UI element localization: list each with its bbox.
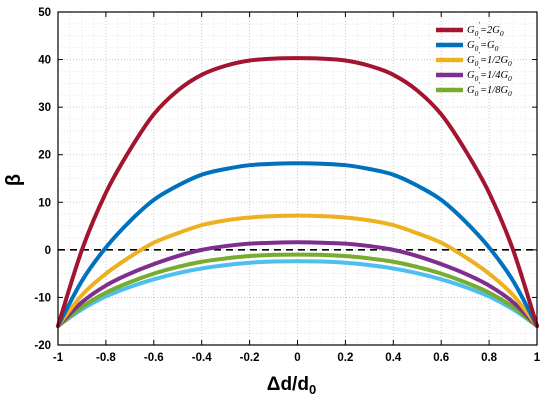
x-tick-label: -1	[53, 352, 64, 364]
series-line-4	[56, 252, 539, 328]
legend-label-2: G0'=1/2G0	[467, 50, 512, 68]
grid-lines	[57, 11, 538, 346]
x-tick-labels: -1 -0.8 -0.6 -0.4 -0.2 0 0.2 0.4 0.6 0.8 1	[53, 352, 541, 364]
series-line-0	[56, 56, 539, 328]
plot-frame	[57, 11, 538, 346]
y-tick-label: 30	[38, 102, 51, 114]
x-tick-label: 0.8	[481, 352, 498, 364]
y-tick-label: 10	[38, 197, 51, 209]
axis-ticks	[57, 11, 538, 346]
x-tick-label: 0.6	[433, 352, 449, 364]
series-lines	[56, 56, 539, 328]
legend-label-0: G0'=2G0	[467, 20, 504, 38]
y-tick-label: -20	[34, 340, 51, 352]
series-line-2	[56, 213, 539, 328]
legend-label-1: G0'=G0	[467, 35, 499, 53]
x-tick-label: -0.6	[144, 352, 164, 364]
x-tick-label: -0.2	[240, 352, 260, 364]
x-tick-label: -0.4	[192, 352, 212, 364]
legend-label-4: G0'=1/8G0	[467, 80, 512, 98]
legend-label-3: G0'=1/4G0	[467, 65, 512, 83]
y-tick-label: -10	[34, 292, 51, 304]
y-tick-label: 20	[38, 150, 51, 162]
y-tick-labels: -20 -10 0 10 20 30 40 50	[34, 7, 51, 352]
y-axis-label: β	[3, 174, 25, 186]
x-axis-label: Δd/d0	[267, 374, 316, 397]
y-tick-label: 50	[38, 7, 51, 19]
series-line-5	[56, 259, 539, 328]
y-tick-label: 0	[45, 245, 51, 257]
x-tick-label: -0.8	[96, 352, 116, 364]
x-tick-label: 0.2	[337, 352, 353, 364]
series-line-3	[56, 240, 539, 328]
y-tick-label: 40	[38, 55, 51, 67]
x-tick-label: 1	[534, 352, 541, 364]
x-tick-label: 0	[294, 352, 300, 364]
series-line-1	[56, 161, 539, 328]
x-tick-label: 0.4	[385, 352, 402, 364]
